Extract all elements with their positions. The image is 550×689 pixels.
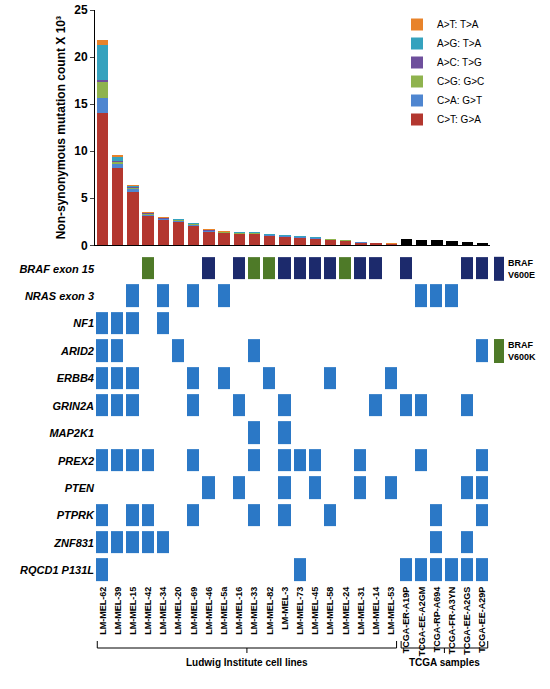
svg-text:TCGA-EE-A2GS: TCGA-EE-A2GS: [462, 587, 472, 655]
svg-text:LM-MEL-34: LM-MEL-34: [158, 587, 168, 635]
svg-text:5: 5: [81, 191, 88, 205]
svg-text:LM-MEL-31: LM-MEL-31: [356, 587, 366, 635]
svg-text:LM-MEL-16: LM-MEL-16: [234, 587, 244, 635]
svg-text:MAP2K1: MAP2K1: [49, 427, 94, 439]
svg-text:ZNF831: ZNF831: [53, 537, 94, 549]
svg-text:PREX2: PREX2: [58, 455, 94, 467]
svg-text:C>A: G>T: C>A: G>T: [437, 95, 482, 106]
svg-text:20: 20: [74, 50, 88, 64]
svg-text:RQCD1 P131L: RQCD1 P131L: [20, 564, 94, 576]
svg-text:25: 25: [74, 3, 88, 17]
svg-text:LM-MEL-14: LM-MEL-14: [371, 587, 381, 635]
svg-text:TCGA-ER-A19P: TCGA-ER-A19P: [401, 587, 411, 654]
svg-text:BRAFV600E: BRAFV600E: [508, 258, 535, 280]
svg-text:TCGA-EE-A29P: TCGA-EE-A29P: [477, 587, 487, 653]
svg-text:C>T: G>A: C>T: G>A: [437, 114, 481, 125]
svg-text:LM-MEL-69: LM-MEL-69: [189, 587, 199, 635]
svg-text:PTEN: PTEN: [65, 482, 95, 494]
svg-text:PTPRK: PTPRK: [57, 509, 95, 521]
svg-text:ARID2: ARID2: [60, 345, 94, 357]
svg-text:Non-synonymous mutation count: Non-synonymous mutation count X 10³: [54, 16, 68, 239]
svg-text:TCGA samples: TCGA samples: [409, 657, 480, 668]
svg-text:15: 15: [74, 97, 88, 111]
svg-text:LM-MEL-53: LM-MEL-53: [386, 587, 396, 635]
svg-text:LM-MEL-39: LM-MEL-39: [113, 587, 123, 635]
svg-text:LM-MEL-15: LM-MEL-15: [128, 587, 138, 635]
svg-text:LM-MEL-46: LM-MEL-46: [204, 587, 214, 635]
svg-text:TCGA-FR-A3YN: TCGA-FR-A3YN: [447, 587, 457, 655]
svg-text:LM-MEL-24: LM-MEL-24: [341, 587, 351, 635]
svg-text:BRAF exon 15: BRAF exon 15: [19, 263, 94, 275]
svg-text:TCGA-EE-A2GM: TCGA-EE-A2GM: [417, 587, 427, 657]
svg-text:LM-MEL-42: LM-MEL-42: [143, 587, 153, 635]
svg-text:NRAS exon 3: NRAS exon 3: [25, 290, 94, 302]
svg-text:0: 0: [81, 239, 88, 253]
svg-text:GRIN2A: GRIN2A: [52, 400, 94, 412]
svg-text:Ludwig Institute cell lines: Ludwig Institute cell lines: [186, 657, 308, 668]
svg-text:LM-MEL-45: LM-MEL-45: [310, 587, 320, 635]
svg-text:A>C: T>G: A>C: T>G: [437, 57, 482, 68]
svg-text:LM-MEL-82: LM-MEL-82: [265, 587, 275, 635]
svg-text:BRAFV600K: BRAFV600K: [508, 340, 536, 362]
svg-text:A>T: T>A: A>T: T>A: [437, 19, 479, 30]
svg-text:LM-MEL-62: LM-MEL-62: [98, 587, 108, 635]
svg-text:LM-MEL-5a: LM-MEL-5a: [219, 586, 229, 635]
svg-text:A>G: T>A: A>G: T>A: [437, 38, 482, 49]
svg-text:TCGA-RP-A694: TCGA-RP-A694: [432, 587, 442, 653]
svg-text:10: 10: [74, 144, 88, 158]
svg-text:LM-MEL-73: LM-MEL-73: [295, 587, 305, 635]
svg-text:LM-MEL-20: LM-MEL-20: [173, 587, 183, 635]
svg-text:LM-MEL-3: LM-MEL-3: [280, 587, 290, 630]
svg-text:C>G: G>C: C>G: G>C: [437, 76, 484, 87]
svg-text:LM-MEL-33: LM-MEL-33: [249, 587, 259, 635]
svg-text:ERBB4: ERBB4: [57, 372, 94, 384]
svg-text:LM-MEL-58: LM-MEL-58: [325, 587, 335, 635]
svg-text:NF1: NF1: [73, 317, 94, 329]
